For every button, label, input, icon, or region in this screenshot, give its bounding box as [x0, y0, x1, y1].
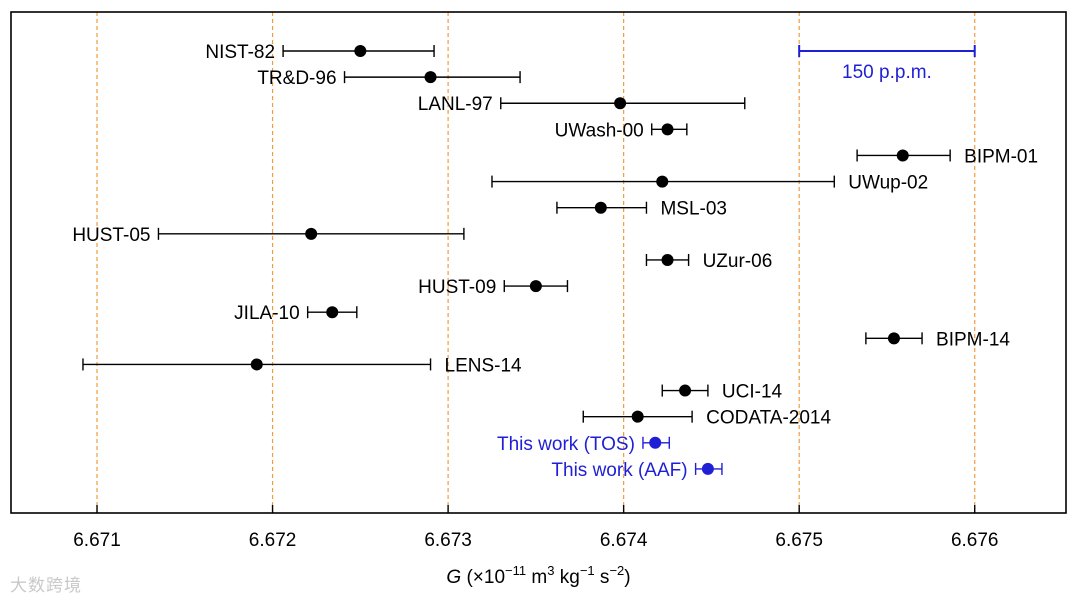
data-point-tr-d-96: TR&D-96 [257, 68, 521, 89]
data-point-hust-09: HUST-09 [418, 277, 569, 298]
x-axis-label-exp2: 3 [547, 563, 554, 578]
marker [305, 227, 318, 240]
marker [887, 332, 900, 345]
x-tick-label: 6.674 [600, 530, 648, 551]
point-label: This work (TOS) [497, 434, 635, 455]
marker [424, 71, 437, 84]
point-label: HUST-05 [72, 225, 150, 246]
x-axis-label-s: s [595, 567, 610, 588]
data-point-uwup-02: UWup-02 [491, 173, 928, 194]
marker [649, 436, 662, 449]
marker [594, 201, 607, 214]
data-point-bipm-14: BIPM-14 [865, 329, 1010, 350]
plot-frame [10, 11, 1067, 514]
x-axis-label-exp4: −2 [609, 563, 624, 578]
marker [661, 123, 674, 136]
point-label: UWash-00 [555, 120, 644, 141]
x-axis-label-m: m [526, 567, 547, 588]
watermark: 大数跨境 [10, 576, 82, 596]
marker [326, 306, 339, 319]
marker [701, 462, 714, 475]
point-label: UZur-06 [703, 251, 773, 272]
marker [679, 384, 692, 397]
point-label: UWup-02 [848, 173, 928, 194]
point-label: TR&D-96 [257, 68, 336, 89]
x-tick-label: 6.672 [249, 530, 297, 551]
point-label: HUST-09 [418, 277, 496, 298]
point-label: UCI-14 [722, 382, 783, 403]
data-points: NIST-82 TR&D-96 LANL-97 UWash-00 BIPM-01 UWup… [72, 42, 1038, 481]
marker [529, 280, 542, 293]
x-tick-label: 6.673 [424, 530, 472, 551]
point-label: NIST-82 [205, 42, 275, 63]
marker [896, 149, 909, 162]
x-tick-label: 6.676 [951, 530, 999, 551]
data-point-this-work-tos: This work (TOS) [497, 434, 670, 455]
data-point-this-work-aaf: This work (AAF) [551, 460, 723, 481]
data-point-nist-82: NIST-82 [205, 42, 435, 63]
marker [631, 410, 644, 423]
point-label: JILA-10 [234, 303, 299, 324]
point-label: MSL-03 [660, 199, 727, 220]
x-axis-label-exp3: −1 [580, 563, 595, 578]
x-tick-label: 6.671 [73, 530, 121, 551]
data-point-bipm-01: BIPM-01 [856, 146, 1038, 167]
scale-bar: 150 p.p.m. [798, 45, 976, 83]
point-label: LANL-97 [418, 94, 493, 115]
x-axis-ticks: 6.671 6.672 6.673 6.674 6.675 6.676 [73, 505, 998, 551]
marker [661, 253, 674, 266]
x-axis-label-kg: kg [554, 567, 579, 588]
x-axis-label-close: ) [624, 567, 630, 588]
point-label: This work (AAF) [551, 460, 687, 481]
point-label: CODATA-2014 [706, 408, 831, 429]
scale-bar-label: 150 p.p.m. [842, 62, 932, 83]
x-axis-label-prefix: (×10 [461, 567, 505, 588]
marker [250, 358, 263, 371]
marker [656, 175, 669, 188]
x-tick-label: 6.675 [775, 530, 823, 551]
data-point-uci-14: UCI-14 [661, 382, 783, 403]
data-point-lanl-97: LANL-97 [418, 94, 746, 115]
point-label: BIPM-01 [964, 146, 1038, 167]
data-point-codata-2014: CODATA-2014 [582, 408, 831, 429]
point-label: LENS-14 [445, 355, 523, 376]
x-axis-label-exp1: −11 [505, 563, 526, 578]
marker [614, 97, 627, 110]
data-point-jila-10: JILA-10 [234, 303, 358, 324]
point-label: BIPM-14 [936, 329, 1010, 350]
data-point-hust-05: HUST-05 [72, 225, 465, 246]
data-point-uzur-06: UZur-06 [645, 251, 773, 272]
x-axis-label-symbol: G [446, 567, 461, 588]
marker [354, 45, 367, 57]
x-axis-label: G (×10−11 m3 kg−1 s−2) [446, 563, 630, 588]
data-point-uwash-00: UWash-00 [555, 120, 688, 141]
data-point-lens-14: LENS-14 [82, 355, 523, 376]
data-point-msl-03: MSL-03 [556, 199, 727, 220]
